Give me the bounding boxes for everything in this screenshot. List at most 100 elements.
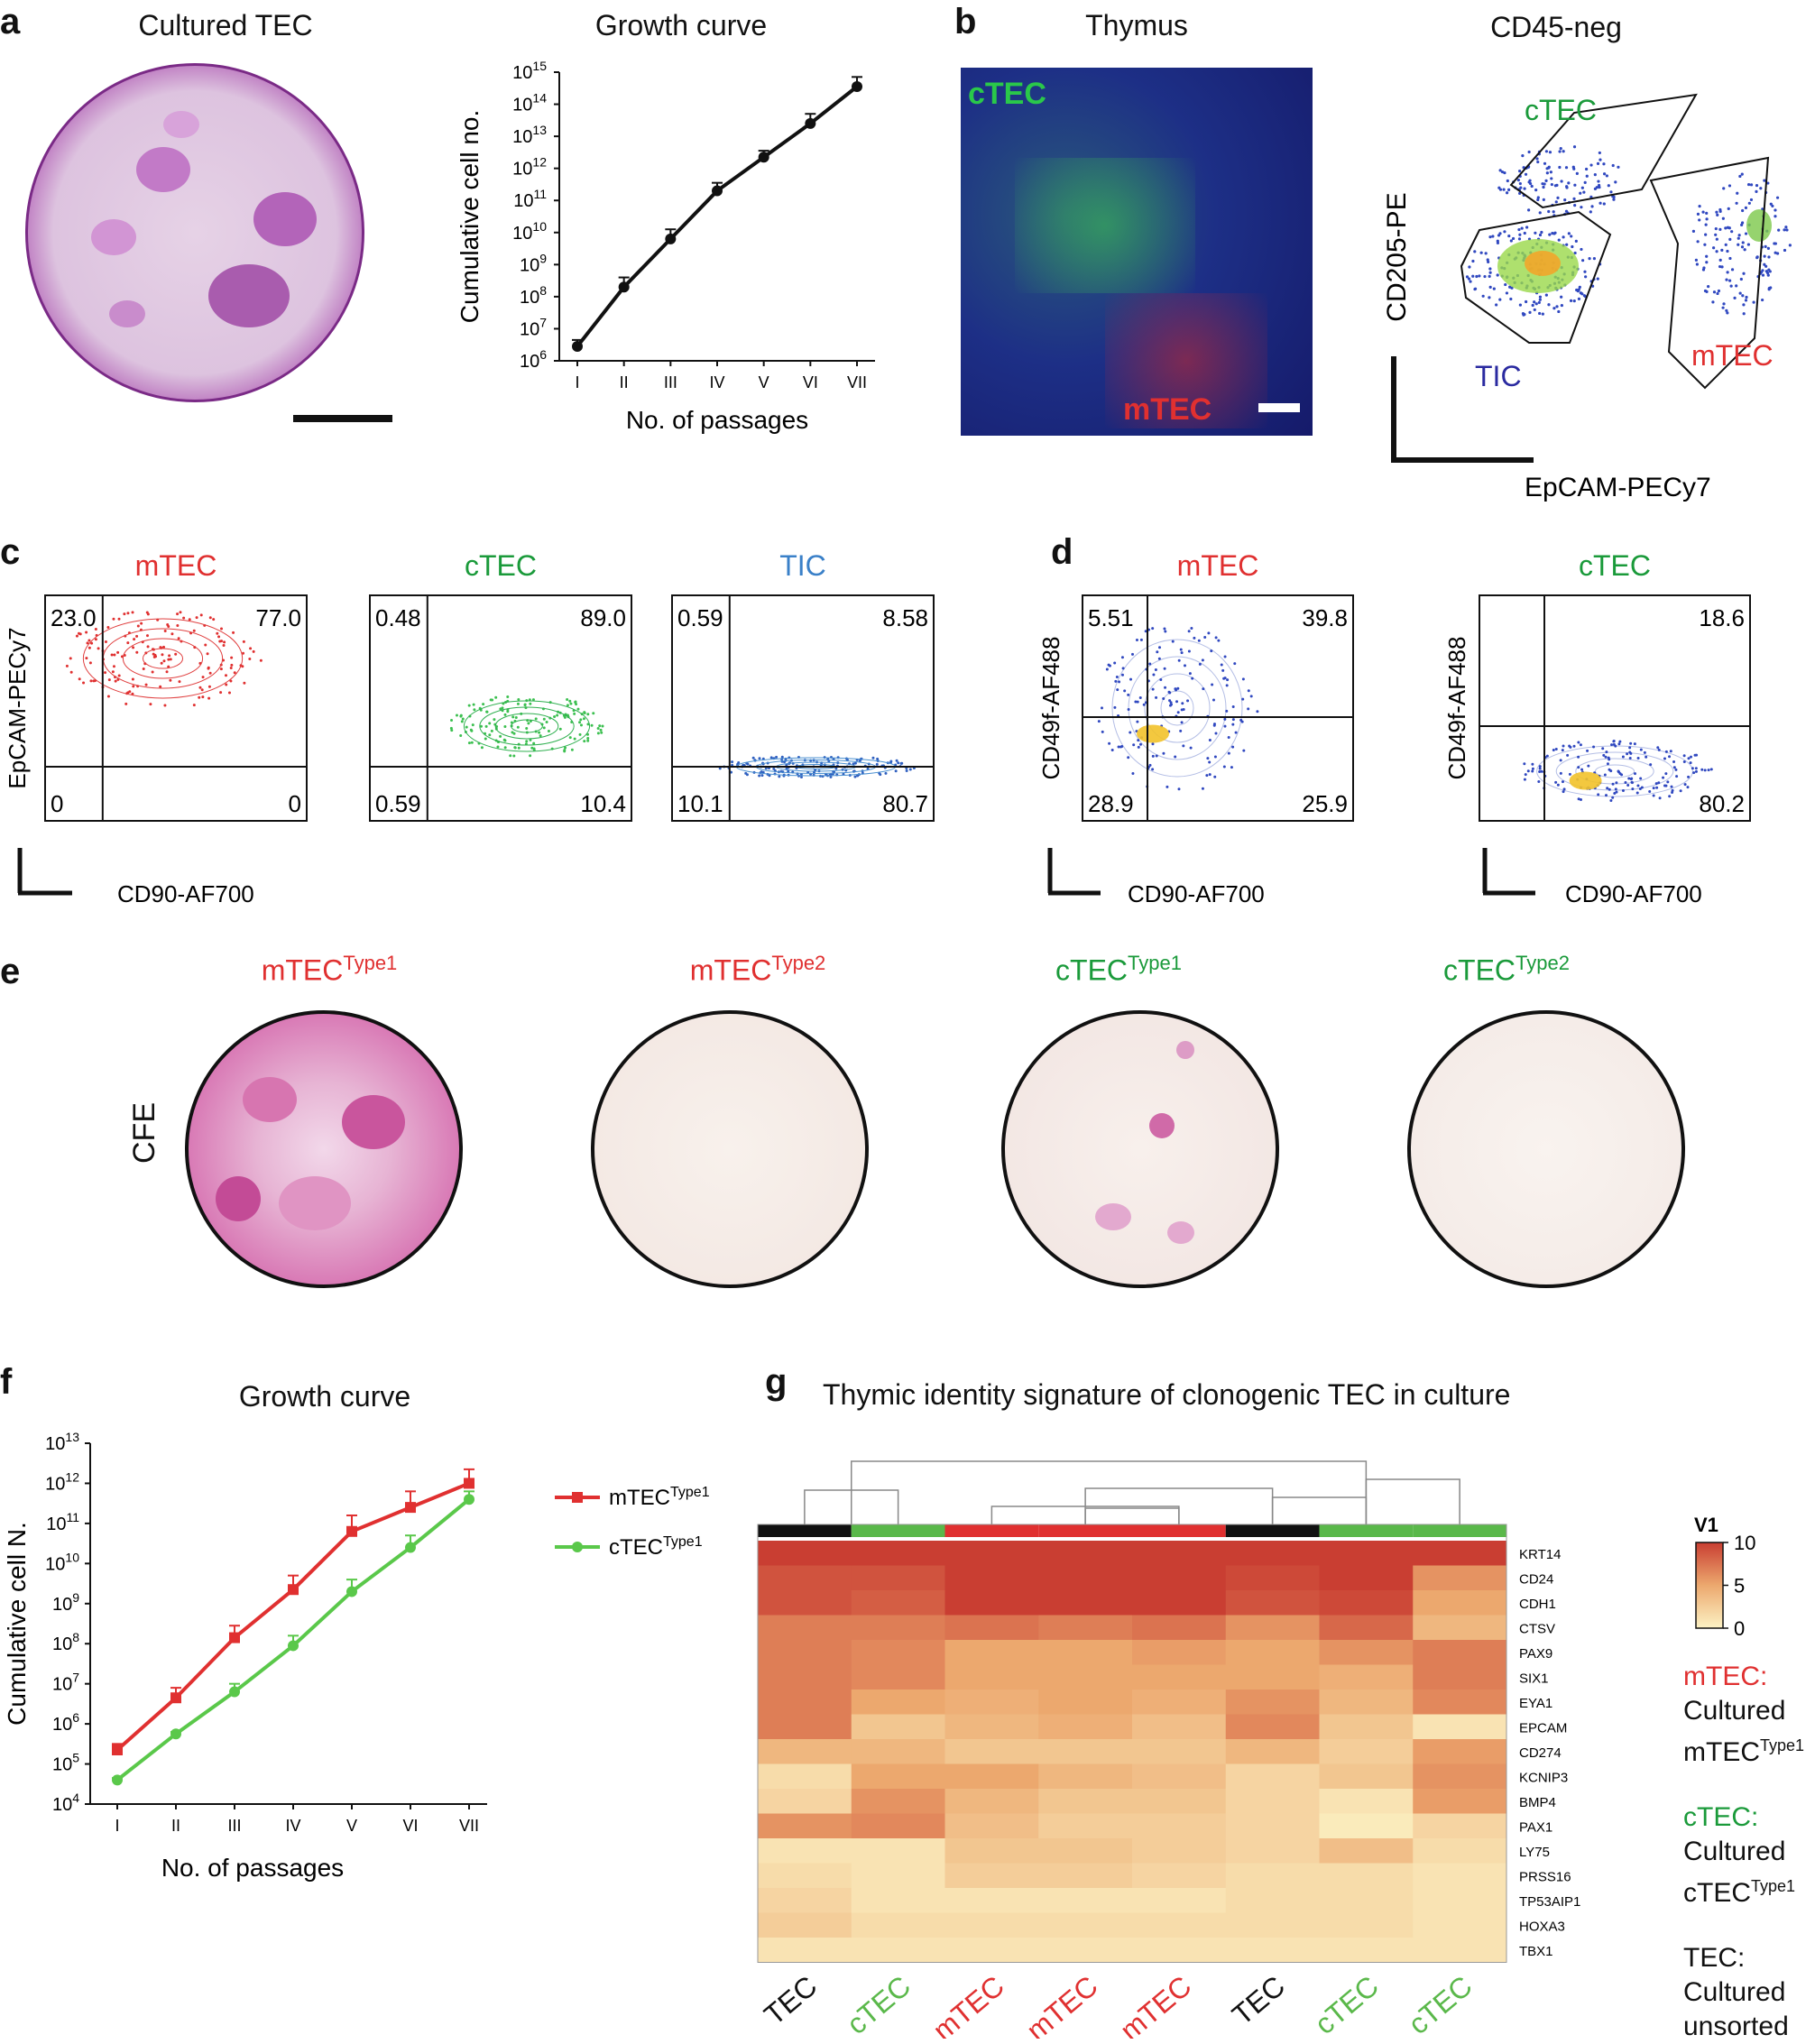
d-plot-0-dot [1177,787,1181,791]
g-heatmap-cell [1225,1789,1320,1814]
b-dot-ctec [1597,180,1600,183]
b-dot-ctec [1545,171,1549,175]
b-dot-tic [1507,234,1511,238]
g-heatmap-cell [944,1664,1039,1690]
d-plot-0-dot [1234,731,1238,734]
g-heatmap-cell [851,1690,945,1715]
d-plot-1-dot [1523,762,1526,766]
c-plot-0-dot [124,702,128,705]
g-column-label: TEC [1226,1969,1291,2031]
b-dot-mtec [1774,215,1777,218]
key-ctec-line1: Cultured [1683,1837,1786,1866]
g-heatmap-cell [758,1763,852,1790]
a-ylabel: Cumulative cell no. [456,110,484,324]
d-plot-1-dot [1556,783,1560,787]
d-plot-0-dot [1197,639,1201,642]
d-plot-0-dot [1129,731,1132,734]
g-heatmap-cell [1225,1565,1320,1591]
g-heatmap-cell [851,1888,945,1913]
b-dot-mtec [1761,273,1765,277]
d-plot-0-dot [1168,691,1172,695]
g-heatmap-cell [1413,1615,1507,1641]
c-plot-1-dot [467,704,471,707]
d-plot-0-dot [1212,723,1216,726]
b-dot-mtec [1725,308,1728,312]
c-plot-2-frame [671,594,935,822]
d-plot-0-dot [1223,677,1227,680]
b-dot-tic [1574,239,1578,244]
g-gene-label: TP53AIP1 [1519,1894,1580,1910]
g-heatmap-cell [1413,1590,1507,1616]
c-plot-1-dot [479,724,483,728]
c-plot-1-dot [558,727,562,731]
f-legend-label-0: mTECType1 [609,1485,710,1510]
g-heatmap-cell [758,1615,852,1641]
b-dot-mtec [1704,223,1708,226]
g-heatmap-cell [1319,1789,1414,1814]
d-plot-1-dot [1672,766,1676,769]
d-plot-0-dot [1202,687,1205,691]
g-column-label: TEC [758,1969,823,2031]
dish-title-3: cTECType1 [1055,952,1182,987]
d-plot-1-dot [1649,763,1653,767]
c-plot-1-dot [583,711,586,714]
g-frame [757,1524,1507,1963]
b-dot-ctec [1536,198,1540,202]
b-xlabel: EpCAM-PECy7 [1525,473,1711,502]
f-data-point-ctec [288,1640,299,1652]
c-plot-0-dot [78,677,81,681]
c-plot-0-dot [224,674,227,677]
c-plot-2-dot [758,757,761,760]
b-dot-ctec [1524,172,1528,176]
b-dot-tic [1471,259,1475,263]
c-plot-1-dot [586,737,590,741]
b-dot-tic [1517,227,1521,232]
d-plot-1-dot [1694,767,1698,770]
g-heatmap-cell [1038,1912,1133,1938]
b-dot-mtec [1696,212,1700,216]
c-plot-0-dot [131,611,134,614]
d-plot-1-dot [1577,766,1580,769]
g-heatmap-cell [1132,1763,1227,1790]
g-dendrogram-branch [1365,1478,1460,1524]
b-dot-mtec [1718,227,1722,231]
c-plot-0-dot [131,692,134,695]
c-plot-0-dot [107,678,111,682]
a-data-point [665,233,677,244]
c-plot-2-dot [899,761,903,765]
b-dot-ctec [1585,167,1589,171]
d-plot-0-dot [1212,698,1215,702]
b-dot-ctec [1516,179,1520,182]
c-plot-0-dot [223,640,226,644]
b-dot-mtec [1703,243,1707,246]
key-mtec-line1: Cultured [1683,1696,1786,1726]
g-heatmap-cell [1319,1664,1414,1690]
d-plot-0-dot [1144,630,1147,633]
d-plot-0-dot [1117,745,1120,749]
d-plot-1-dot [1531,767,1534,770]
b-dot-tic [1565,243,1569,246]
b-gate-ctec [1509,93,1698,209]
d-plot-0-dot [1241,677,1245,681]
c-plot-0-dot [229,679,233,683]
a-xtick-label: VI [803,373,818,391]
b-dot-mtec [1694,258,1698,262]
key-ctec-line2: cTECType1 [1683,1877,1796,1908]
c-plot-0-dot [176,612,180,616]
b-dot-mtec [1730,230,1734,234]
d-plot-0-dot [1256,710,1259,714]
g-heatmap-cell [1413,1690,1507,1715]
c-plot-1-dot [511,731,514,734]
d-plot-1-contour [1536,745,1693,797]
g-heatmap-cell [1038,1863,1133,1889]
b-dot-ctec [1521,154,1525,158]
b-dot-mtec [1705,254,1709,258]
c-plot-0-dot [230,656,234,659]
d-plot-0-dot [1105,668,1109,671]
b-dot-ctec [1598,158,1602,161]
b-dot-tic [1544,293,1548,297]
d-plot-1-dot [1621,788,1625,792]
d-plot-0-dot [1214,636,1218,640]
b-dot-tic [1484,252,1488,255]
g-legend-tick-label: 10 [1734,1532,1755,1554]
